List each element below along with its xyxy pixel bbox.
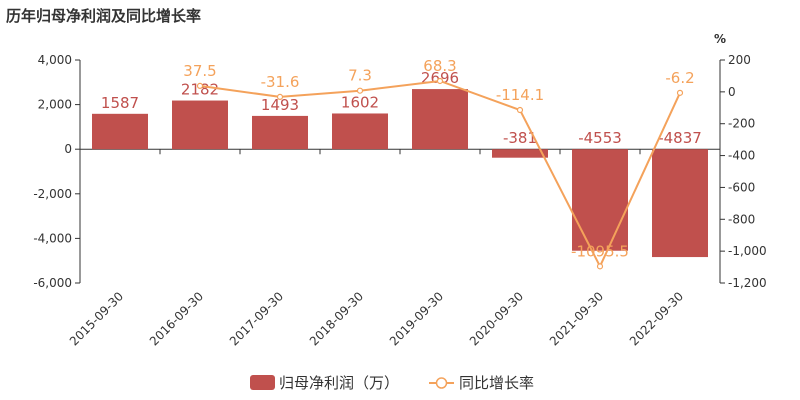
chart-title: 历年归母净利润及同比增长率 (6, 7, 201, 25)
legend-line-label[interactable]: 同比增长率 (459, 374, 534, 392)
y-right-tick-label: 0 (728, 85, 736, 99)
bar (332, 113, 388, 150)
line-data-label: -114.1 (496, 86, 544, 104)
legend-bar-swatch[interactable] (250, 375, 275, 390)
y-left-tick-label: 4,000 (38, 53, 72, 67)
y-left-tick-label: 2,000 (38, 98, 72, 112)
line-data-label: 68.3 (423, 57, 456, 75)
line-point (196, 82, 204, 89)
bar (572, 149, 628, 251)
line-point (436, 77, 444, 85)
x-tick-label: 2022-09-30 (627, 289, 686, 348)
legend[interactable]: 归母净利润（万） 同比增长率 (250, 374, 534, 392)
x-tick-label: 2018-09-30 (307, 289, 366, 348)
y-left-tick-label: -4,000 (33, 231, 72, 245)
y-right-tick-label: -200 (728, 117, 755, 131)
bar-data-label: 1493 (261, 96, 299, 114)
bar-data-label: 1587 (101, 94, 139, 112)
y-left-tick-label: 0 (64, 142, 72, 156)
legend-line-marker[interactable] (435, 377, 448, 389)
bar (172, 100, 228, 150)
line-point (596, 263, 604, 270)
x-tick-label: 2019-09-30 (387, 289, 446, 348)
bar-series: 15872182149316022696-381-4553-4837 (92, 69, 708, 258)
x-tick-label: 2016-09-30 (147, 289, 206, 348)
x-tick-label: 2017-09-30 (227, 289, 286, 348)
line-point (276, 93, 284, 100)
line-data-label: -1095.5 (571, 242, 629, 260)
x-tick-label: 2021-09-30 (547, 289, 606, 348)
bar (652, 149, 708, 258)
y-right-tick-label: -600 (728, 180, 755, 194)
bar-data-label: 1602 (341, 93, 379, 111)
y-right-tick-label: -400 (728, 149, 755, 163)
line-data-label: -6.2 (665, 69, 694, 87)
line-series: 37.5 -31.6 7.3 68.3 -114.1 -1095.5 -6.2 (183, 57, 695, 270)
y-right-tick-label: -800 (728, 212, 755, 226)
bar-data-label: -4837 (658, 129, 702, 147)
x-tick-label: 2020-09-30 (467, 289, 526, 348)
bar (492, 149, 548, 158)
bar-data-label: -4553 (578, 129, 622, 147)
line-data-label: 7.3 (348, 67, 372, 85)
bar-data-label: 2182 (181, 81, 219, 99)
bar (412, 89, 468, 150)
x-tick-label: 2015-09-30 (67, 289, 126, 348)
line-point (676, 89, 684, 96)
legend-bar-label[interactable]: 归母净利润（万） (279, 374, 399, 392)
bar (252, 115, 308, 150)
y-left-tick-label: -6,000 (33, 276, 72, 290)
y-right-tick-label: 200 (728, 53, 751, 67)
bar (92, 113, 148, 150)
line-point (356, 87, 364, 94)
bar-data-label: -381 (503, 129, 537, 147)
line-data-label: -31.6 (261, 73, 300, 91)
y-right-tick-label: -1,000 (728, 244, 767, 258)
y-left-tick-label: -2,000 (33, 187, 72, 201)
y-right-unit: % (714, 32, 726, 46)
line-point (516, 106, 524, 114)
y-right-tick-label: -1,200 (728, 276, 767, 290)
line-data-label: 37.5 (183, 62, 216, 80)
